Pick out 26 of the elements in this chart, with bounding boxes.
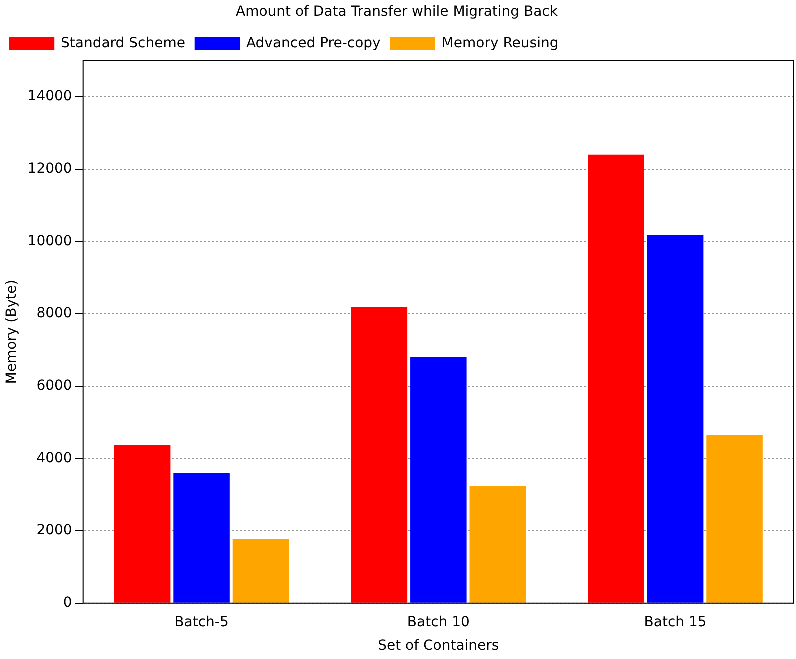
bar xyxy=(174,473,230,603)
y-tick-label: 10000 xyxy=(28,233,72,250)
y-tick-label: 2000 xyxy=(36,522,72,539)
x-tick-label: Batch 10 xyxy=(407,614,470,630)
x-axis-title: Set of Containers xyxy=(378,638,500,654)
y-tick-label: 12000 xyxy=(28,160,72,177)
legend-label: Standard Scheme xyxy=(61,35,186,52)
x-tick-label: Batch 15 xyxy=(644,614,707,630)
chart-title: Amount of Data Transfer while Migrating Back xyxy=(236,4,559,20)
legend-label: Advanced Pre-copy xyxy=(246,35,381,52)
bar xyxy=(706,435,763,603)
bar xyxy=(410,357,467,603)
bar xyxy=(647,236,704,603)
bar xyxy=(351,308,408,603)
y-tick-label: 14000 xyxy=(28,88,72,105)
y-tick-label: 8000 xyxy=(36,306,72,322)
y-tick-label: 0 xyxy=(63,595,72,612)
x-tick-label: Batch-5 xyxy=(174,614,229,630)
bar xyxy=(470,486,526,603)
bar xyxy=(114,444,171,603)
y-tick-label: 4000 xyxy=(36,450,72,466)
bar xyxy=(588,154,644,603)
y-axis-title: Memory (Byte) xyxy=(4,280,20,384)
legend-label: Memory Reusing xyxy=(442,35,559,52)
y-tick-label: 6000 xyxy=(36,378,72,394)
bar xyxy=(232,539,290,603)
